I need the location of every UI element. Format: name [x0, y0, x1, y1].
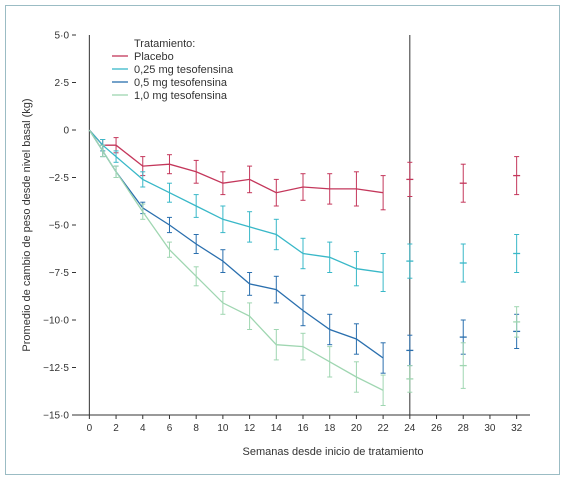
y-tick-label: −5·0 [49, 221, 70, 232]
x-tick-label: 24 [404, 423, 416, 434]
y-tick-label: −10·0 [43, 316, 69, 327]
legend-title: Tratamiento: [134, 38, 195, 50]
series-line [88, 129, 384, 391]
series-group [88, 129, 521, 292]
y-axis-label: Promedio de cambio de peso desde nivel b… [21, 98, 33, 351]
y-axis-ticks: 5·0 2·5 0 −2·5 −5·0 −7·5 −10·0 −12·5 −15·0 [43, 31, 76, 422]
y-tick-label: −15·0 [43, 411, 69, 422]
series-line [88, 129, 384, 359]
x-tick-label: 28 [458, 423, 470, 434]
x-tick-label: 14 [271, 423, 283, 434]
series-line [88, 129, 384, 194]
x-tick-label: 8 [193, 423, 199, 434]
series-line [88, 129, 384, 274]
x-tick-label: 10 [217, 423, 229, 434]
x-tick-label: 20 [351, 423, 363, 434]
series-group [88, 129, 521, 374]
x-tick-label: 26 [431, 423, 443, 434]
x-tick-label: 6 [167, 423, 173, 434]
series-group [88, 129, 521, 406]
x-tick-label: 4 [140, 423, 146, 434]
x-tick-label: 0 [87, 423, 93, 434]
y-tick-label: −2·5 [49, 173, 70, 184]
x-tick-label: 12 [244, 423, 256, 434]
legend-entry: 0,25 mg tesofensina [134, 64, 234, 76]
x-tick-label: 32 [511, 423, 523, 434]
x-axis-label: Semanas desde inicio de tratamiento [243, 446, 424, 458]
legend-entry: 0,5 mg tesofensina [134, 77, 228, 89]
series-group [88, 129, 521, 211]
y-tick-label: −12·5 [43, 363, 69, 374]
x-tick-label: 2 [113, 423, 119, 434]
legend-entry: Placebo [134, 51, 174, 63]
series-layer [88, 129, 521, 406]
x-tick-label: 30 [484, 423, 496, 434]
x-tick-label: 22 [378, 423, 390, 434]
chart-frame [5, 5, 560, 475]
y-tick-label: 5·0 [55, 31, 70, 42]
y-tick-label: 0 [63, 126, 69, 137]
x-tick-label: 16 [297, 423, 309, 434]
y-tick-label: 2·5 [55, 78, 70, 89]
x-tick-label: 18 [324, 423, 336, 434]
legend-entry: 1,0 mg tesofensina [134, 90, 228, 102]
y-tick-label: −7·5 [49, 268, 70, 279]
x-axis-ticks: 0 2 4 6 8 10 12 14 16 18 20 22 24 26 28 30 32 [87, 415, 523, 434]
